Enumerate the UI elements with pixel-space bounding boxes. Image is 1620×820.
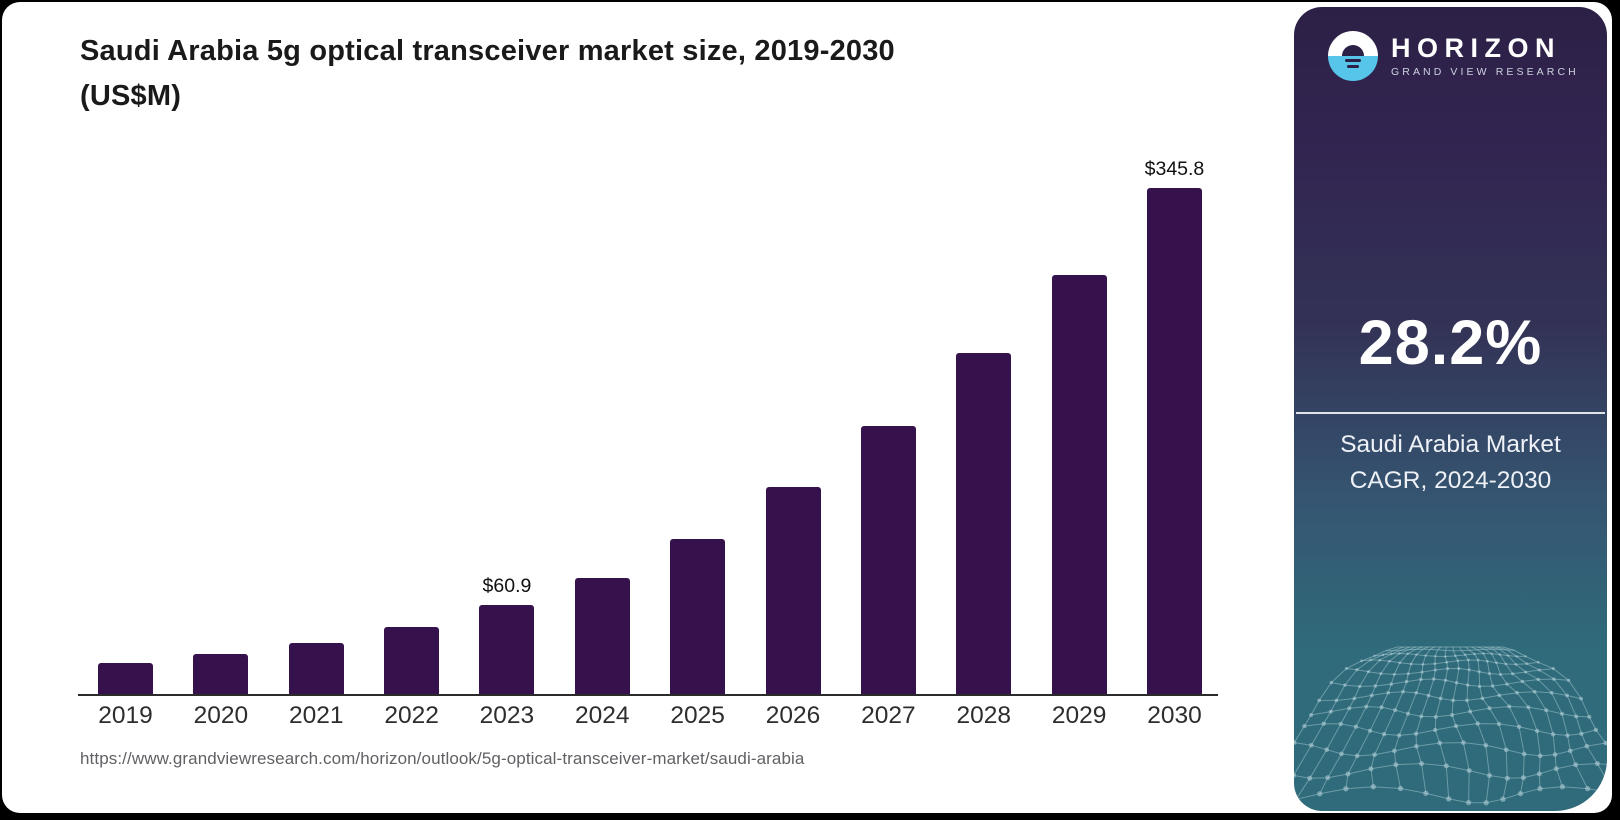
- bar-2025: [670, 539, 726, 694]
- bar-2020: [193, 654, 249, 694]
- x-tick-label: 2024: [575, 702, 630, 729]
- brand-logo: HORIZON GRAND VIEW RESEARCH: [1328, 31, 1579, 81]
- bar-2022: [384, 627, 440, 694]
- bar-slot-2027: [860, 426, 916, 694]
- x-axis-labels: 2019 2020 2021 2022 2023 2024 2025 2026 2027 2028…: [98, 702, 1202, 730]
- x-tick-label: 2029: [1051, 702, 1107, 729]
- cagr-caption: Saudi Arabia Market CAGR, 2024-2030: [1340, 431, 1561, 494]
- bar-slot-2028: [956, 353, 1012, 694]
- bar-slot-2020: [193, 654, 249, 694]
- bar-2023: [479, 605, 535, 694]
- x-tick-label: 2022: [384, 702, 439, 729]
- bars-row: $60.9 $345.8: [98, 158, 1204, 694]
- x-tick-label: 2027: [861, 702, 916, 729]
- bar-slot-2025: [670, 539, 726, 694]
- bar-chart: $60.9 $345.8: [78, 158, 1218, 696]
- bar-2026: [765, 487, 821, 694]
- bar-slot-2024: [574, 578, 630, 694]
- bar-2024: [574, 578, 630, 694]
- bar-2029: [1051, 275, 1107, 694]
- x-tick-label: 2025: [670, 702, 725, 729]
- bar-slot-2029: [1051, 275, 1107, 694]
- logo-tagline: GRAND VIEW RESEARCH: [1391, 66, 1579, 79]
- chart-title: Saudi Arabia 5g optical transceiver mark…: [80, 35, 895, 112]
- x-tick-label: 2020: [193, 702, 249, 729]
- divider: [1296, 412, 1605, 414]
- x-tick-label: 2023: [479, 702, 535, 729]
- bar-2027: [860, 426, 916, 694]
- bar-slot-2022: [384, 627, 440, 694]
- bar-2028: [956, 353, 1012, 694]
- x-tick-label: 2028: [956, 702, 1011, 729]
- logo-text: HORIZON GRAND VIEW RESEARCH: [1391, 32, 1579, 79]
- bar-slot-2023: $60.9: [479, 575, 535, 694]
- x-tick-label: 2030: [1147, 702, 1202, 729]
- logo-line: [1345, 59, 1361, 62]
- bar-2019: [98, 663, 153, 694]
- source-url: https://www.grandviewresearch.com/horizo…: [80, 749, 805, 768]
- bar-value-label: $60.9: [482, 575, 532, 597]
- logo-wordmark: HORIZON: [1391, 32, 1561, 63]
- bar-2030: [1146, 188, 1202, 694]
- logo-line: [1347, 65, 1359, 68]
- bar-2021: [288, 643, 344, 694]
- bar-slot-2026: [765, 487, 821, 694]
- horizon-logo-icon: [1328, 31, 1378, 81]
- cagr-value: 28.2%: [1358, 308, 1543, 378]
- sidebar-panel: HORIZON GRAND VIEW RESEARCH 28.2% Saudi …: [1294, 7, 1607, 811]
- x-tick-label: 2026: [765, 702, 821, 729]
- bar-value-label: $345.8: [1144, 158, 1205, 180]
- x-tick-label: 2019: [98, 702, 153, 729]
- bar-slot-2019: [98, 663, 153, 694]
- bar-slot-2030: $345.8: [1144, 158, 1205, 694]
- x-tick-label: 2021: [288, 702, 344, 729]
- sun-icon: [1342, 45, 1364, 56]
- bar-slot-2021: [288, 643, 344, 694]
- wireframe-mesh-graphic: [1294, 646, 1607, 806]
